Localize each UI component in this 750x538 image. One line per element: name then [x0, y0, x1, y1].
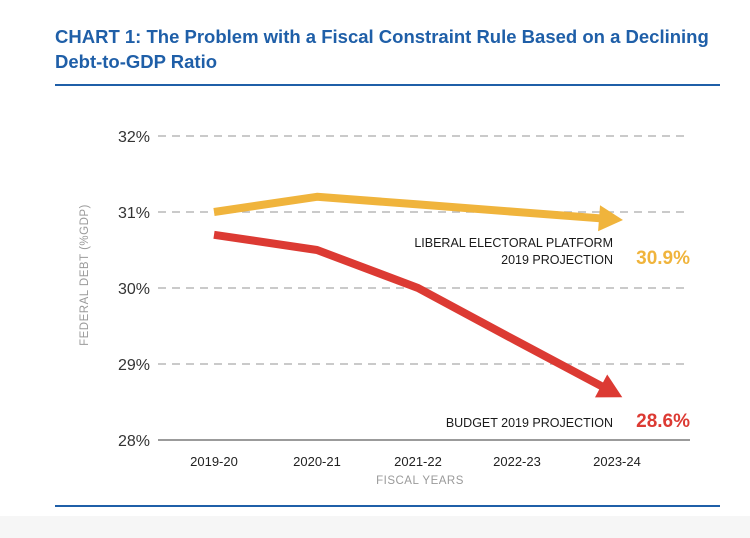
platform-projection-line: [213, 192, 606, 223]
platform-arrowhead: [598, 205, 623, 232]
y-tick-label: 28%: [118, 433, 150, 450]
series-label: 2019 PROJECTION: [501, 253, 613, 267]
title-divider: [55, 84, 720, 86]
footer-band: [0, 516, 750, 538]
y-axis-title: FEDERAL DEBT (%GDP): [79, 204, 91, 346]
chart-title: CHART 1: The Problem with a Fiscal Const…: [55, 26, 709, 72]
end-value-label: 28.6%: [636, 411, 690, 432]
y-tick-labels: 32% 31% 30% 29% 28%: [118, 129, 150, 450]
series-label: BUDGET 2019 PROJECTION: [446, 416, 613, 430]
budget-arrowhead: [595, 374, 623, 398]
x-tick-label: 2019-20: [190, 454, 238, 469]
series-annotations: LIBERAL ELECTORAL PLATFORM 2019 PROJECTIO…: [414, 236, 690, 432]
x-tick-label: 2023-24: [593, 454, 641, 469]
x-tick-label: 2022-23: [493, 454, 541, 469]
series-lines: [213, 192, 623, 398]
end-value-label: 30.9%: [636, 248, 690, 269]
x-axis-title: FISCAL YEARS: [376, 475, 464, 487]
x-tick-label: 2020-21: [293, 454, 341, 469]
y-tick-label: 29%: [118, 357, 150, 374]
x-tick-labels: 2019-20 2020-21 2021-22 2022-23 2023-24: [190, 454, 641, 469]
y-tick-label: 31%: [118, 205, 150, 222]
y-tick-label: 32%: [118, 129, 150, 146]
budget-projection-line: [213, 230, 609, 393]
series-label: LIBERAL ELECTORAL PLATFORM: [414, 236, 613, 250]
y-tick-label: 30%: [118, 281, 150, 298]
footer-divider: [55, 505, 720, 507]
x-tick-label: 2021-22: [394, 454, 442, 469]
